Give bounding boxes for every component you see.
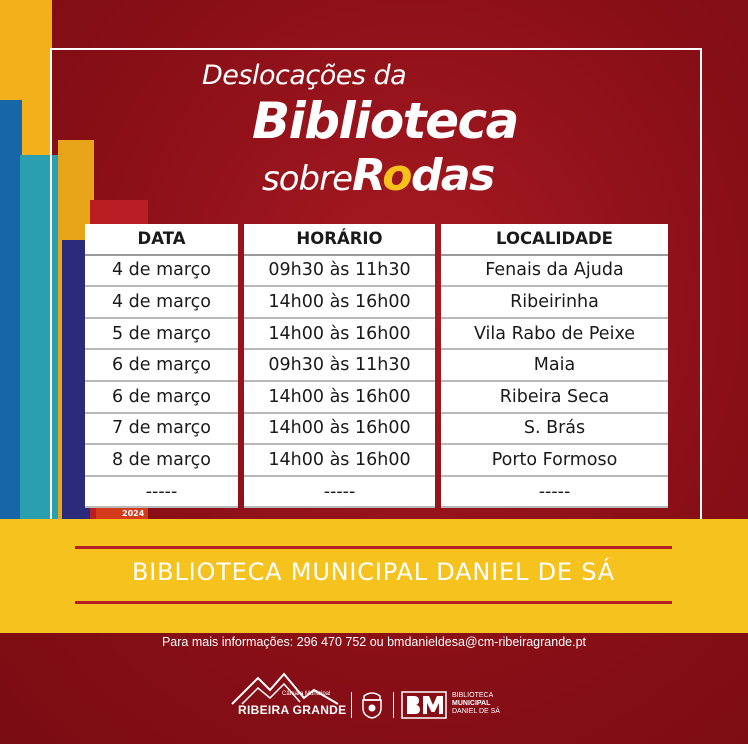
footer-logos: Câmara Municipal RIBEIRA GRANDE BIBLIOTE…: [0, 664, 748, 744]
cell-time: 09h30 às 11h30: [244, 350, 435, 382]
cell-time: 09h30 às 11h30: [244, 255, 435, 288]
cell-location: Fenais da Ajuda: [441, 255, 668, 288]
cell-date: 4 de março: [85, 255, 238, 288]
year-label: 2024: [122, 509, 145, 518]
cell-time: 14h00 às 16h00: [244, 381, 435, 414]
title-word-rodas: Rodas: [352, 150, 495, 201]
table-row: 6 de março 14h00 às 16h00 Ribeira Seca: [85, 381, 668, 414]
header-localidade: LOCALIDADE: [441, 224, 668, 256]
cell-location: -----: [441, 476, 668, 509]
table-row: 5 de março 14h00 às 16h00 Vila Rabo de P…: [85, 318, 668, 351]
contact-info: Para mais informações: 296 470 752 ou bm…: [161, 635, 587, 649]
cell-location: Ribeirinha: [441, 287, 668, 319]
coat-of-arms-icon: [362, 692, 382, 719]
municipality-name: RIBEIRA GRANDE: [238, 703, 347, 717]
table-row: 7 de março 14h00 às 16h00 S. Brás: [85, 413, 668, 446]
title-word-sobre: sobre: [262, 159, 353, 199]
table-row: 6 de março 09h30 às 11h30 Maia: [85, 350, 668, 382]
title-line-3: sobreRodas: [262, 150, 495, 201]
cell-date: 4 de março: [85, 287, 238, 319]
title-line-1: Deslocações da: [202, 60, 407, 91]
table-row: 4 de março 14h00 às 16h00 Ribeirinha: [85, 287, 668, 319]
header-data: DATA: [85, 224, 238, 256]
table-row: 8 de março 14h00 às 16h00 Porto Formoso: [85, 445, 668, 477]
logo-divider: [393, 692, 394, 718]
cell-date: 8 de março: [85, 445, 238, 477]
cell-date: 7 de março: [85, 413, 238, 446]
table-row: 4 de março 09h30 às 11h30 Fenais da Ajud…: [85, 255, 668, 288]
cell-date: 5 de março: [85, 318, 238, 351]
cell-date: 6 de março: [85, 381, 238, 414]
table-header-row: DATA HORÁRIO LOCALIDADE: [85, 224, 668, 256]
cell-time: 14h00 às 16h00: [244, 318, 435, 351]
library-name: BIBLIOTECA MUNICIPAL DANIEL DE SÁ: [132, 558, 615, 586]
bm-library-label: BIBLIOTECA MUNICIPAL DANIEL DE SÁ: [452, 692, 500, 715]
band-top-rule: [75, 546, 672, 549]
schedule-table: DATA HORÁRIO LOCALIDADE 4 de março 09h30…: [85, 224, 668, 509]
cell-date: -----: [85, 476, 238, 509]
table-row: ----- ----- -----: [85, 476, 668, 509]
ribeira-grande-mountain-icon: [231, 672, 339, 705]
logo-divider: [351, 692, 352, 718]
bm-monogram-logo: [401, 691, 447, 719]
band-bottom-rule: [75, 601, 672, 604]
cell-time: -----: [244, 476, 435, 509]
cell-time: 14h00 às 16h00: [244, 413, 435, 446]
cell-location: Maia: [441, 350, 668, 382]
yellow-dot-letter: o: [382, 150, 412, 201]
cell-time: 14h00 às 16h00: [244, 287, 435, 319]
title-line-2: Biblioteca: [252, 92, 519, 150]
cell-time: 14h00 às 16h00: [244, 445, 435, 477]
municipality-small-label: Câmara Municipal: [282, 691, 331, 697]
header-horario: HORÁRIO: [244, 224, 435, 256]
cell-location: Porto Formoso: [441, 445, 668, 477]
cell-location: Ribeira Seca: [441, 381, 668, 414]
cell-location: Vila Rabo de Peixe: [441, 318, 668, 351]
cell-location: S. Brás: [441, 413, 668, 446]
yellow-band: [0, 519, 748, 633]
cell-date: 6 de março: [85, 350, 238, 382]
